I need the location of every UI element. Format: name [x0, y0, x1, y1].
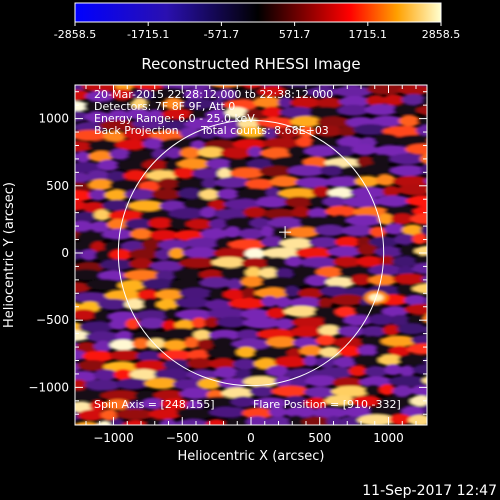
y-tick-label: 500 [46, 179, 69, 193]
annotation-method: Back Projection [94, 124, 179, 137]
chart-title: Reconstructed RHESSI Image [141, 55, 360, 73]
y-tick-label: −1000 [28, 380, 69, 394]
x-tick-label: 1000 [373, 431, 404, 445]
y-tick-label: 0 [61, 246, 69, 260]
annotation-energy-range: Energy Range: 6.0 - 25.0 keV [94, 112, 255, 125]
x-axis-label: Heliocentric X (arcsec) [178, 449, 325, 464]
colorbar-gradient [74, 2, 442, 23]
x-tick-label: 0 [247, 431, 255, 445]
x-tick-label: 500 [308, 431, 331, 445]
colorbar-ticks: -2858.5 -1715.1 -571.7 571.7 1715.1 2858.5 [54, 22, 460, 41]
y-tick-label: 1000 [38, 112, 69, 126]
colorbar: -2858.5 -1715.1 -571.7 571.7 1715.1 2858.5 [54, 2, 460, 41]
plot-area: −1000 −500 0 500 1000 −1000 −500 0 500 1000 [28, 84, 428, 445]
y-axis-label: Heliocentric Y (arcsec) [2, 182, 17, 328]
x-tick-label: −1000 [93, 431, 134, 445]
solar-limb-circle [117, 119, 385, 387]
colorbar-tick-label: 1715.1 [349, 28, 388, 41]
axis-ticks: −1000 −500 0 500 1000 −1000 −500 0 500 1000 [28, 85, 427, 445]
spin-axis-marker [279, 226, 292, 239]
annotation-time-range: 20-Mar-2015 22:28:12.000 to 22:38:12.000 [94, 88, 333, 101]
annotation-total-counts: Total counts: 8.68E+03 [200, 124, 329, 137]
colorbar-tick-label: -571.7 [204, 28, 239, 41]
flare-position-label: Flare Position = [910,-332] [253, 398, 401, 411]
annotation-detectors: Detectors: 7F 8F 9F, Att 0 [94, 100, 235, 113]
annotation-block: 20-Mar-2015 22:28:12.000 to 22:38:12.000… [94, 88, 333, 137]
spin-axis-label: Spin Axis = [248,155] [94, 398, 215, 411]
x-tick-label: −500 [166, 431, 199, 445]
colorbar-tick-label: -1715.1 [127, 28, 169, 41]
footer-date: 11-Sep-2017 12:47 [362, 483, 497, 499]
heatmap-image [75, 85, 427, 425]
colorbar-tick-label: 2858.5 [422, 28, 461, 41]
y-tick-label: −500 [36, 313, 69, 327]
colorbar-tick-label: -2858.5 [54, 28, 96, 41]
colorbar-tick-label: 571.7 [279, 28, 311, 41]
